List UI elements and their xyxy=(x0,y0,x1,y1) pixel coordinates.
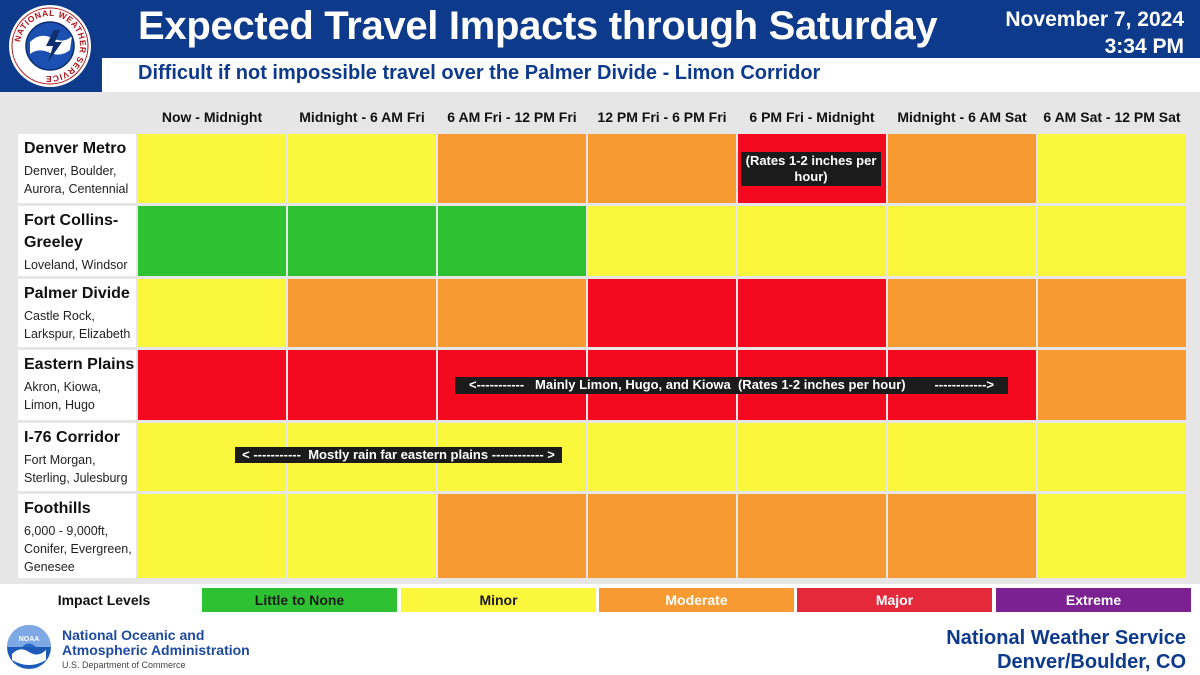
row-label-eastern-plains: Eastern Plains Akron, Kiowa, Limon, Hugo xyxy=(18,350,136,420)
impact-cell xyxy=(288,134,436,203)
impact-cell xyxy=(588,279,736,347)
impact-cell xyxy=(138,206,286,276)
page-subtitle: Difficult if not impossible travel over … xyxy=(138,62,821,84)
column-header-2: Midnight - 6 AM Fri xyxy=(299,109,425,125)
impact-cell xyxy=(588,423,736,491)
column-header-5: 6 PM Fri - Midnight xyxy=(749,109,875,125)
row-subtitle: Fort Morgan, Sterling, Julesburg xyxy=(24,453,128,485)
impact-cell xyxy=(138,494,286,578)
column-header-4: 12 PM Fri - 6 PM Fri xyxy=(597,109,727,125)
impact-cell xyxy=(1038,134,1186,203)
noaa-department: U.S. Department of Commerce xyxy=(62,660,186,670)
impact-cell xyxy=(1038,279,1186,347)
row-subtitle: Denver, Boulder, Aurora, Centennial xyxy=(24,164,129,196)
row-label-foothills: Foothills 6,000 - 9,000ft, Conifer, Ever… xyxy=(18,494,136,578)
row-title: Denver Metro xyxy=(24,140,127,157)
impact-cell xyxy=(138,134,286,203)
impact-cell xyxy=(888,494,1036,578)
nws-office-line2: Denver/Boulder, CO xyxy=(997,651,1186,673)
noaa-name-line1: National Oceanic and xyxy=(62,627,205,643)
impact-cell xyxy=(738,494,886,578)
footer: NOAA National Oceanic and Atmospheric Ad… xyxy=(0,622,1200,675)
impact-cell xyxy=(888,134,1036,203)
impact-cell xyxy=(1038,423,1186,491)
nws-office-line1: National Weather Service xyxy=(946,627,1186,649)
row-title: Foothills xyxy=(24,500,91,517)
impact-cell xyxy=(288,279,436,347)
column-header-1: Now - Midnight xyxy=(161,109,263,125)
row-title: I-76 Corridor xyxy=(24,429,121,446)
impact-cell xyxy=(588,134,736,203)
impact-cell xyxy=(1038,350,1186,420)
legend-title: Impact Levels xyxy=(8,588,200,612)
row-label-denver-metro: Denver Metro Denver, Boulder, Aurora, Ce… xyxy=(18,134,136,203)
subtitle-bar: Difficult if not impossible travel over … xyxy=(102,58,1200,92)
noaa-logo-text: NOAA xyxy=(19,636,40,643)
note-eastern-plains: <----------- Mainly Limon, Hugo, and Kio… xyxy=(455,377,1008,394)
impact-cell xyxy=(738,279,886,347)
impact-cell xyxy=(738,423,886,491)
impact-cell xyxy=(438,206,586,276)
note-i76-rain: < ----------- Mostly rain far eastern pl… xyxy=(235,447,562,463)
impact-cell xyxy=(288,350,436,420)
header-banner: NATIONAL WEATHER SERVICE Expected Travel… xyxy=(0,0,1200,92)
impact-cell xyxy=(138,279,286,347)
issue-time: 3:34 PM xyxy=(1104,35,1184,58)
row-subtitle: Akron, Kiowa, Limon, Hugo xyxy=(24,380,102,412)
impact-cell xyxy=(888,206,1036,276)
nws-office: National Weather Service Denver/Boulder,… xyxy=(946,626,1186,674)
column-header-6: Midnight - 6 AM Sat xyxy=(897,109,1027,125)
issue-datetime: November 7, 2024 3:34 PM xyxy=(1005,6,1184,60)
row-subtitle: Castle Rock, Larkspur, Elizabeth xyxy=(24,309,131,341)
nws-logo: NATIONAL WEATHER SERVICE xyxy=(8,4,92,88)
impact-cell xyxy=(438,279,586,347)
legend-moderate: Moderate xyxy=(599,588,794,612)
row-subtitle: 6,000 - 9,000ft, Conifer, Evergreen, Gen… xyxy=(24,524,132,574)
note-denver-rates: (Rates 1-2 inches per hour) xyxy=(741,152,881,186)
column-header-7: 6 AM Sat - 12 PM Sat xyxy=(1043,109,1181,125)
impact-cell xyxy=(438,494,586,578)
impact-cell xyxy=(588,494,736,578)
impact-cell xyxy=(1038,206,1186,276)
impact-cell xyxy=(1038,494,1186,578)
legend-little-to-none: Little to None xyxy=(202,588,397,612)
impact-cell xyxy=(888,279,1036,347)
page-title: Expected Travel Impacts through Saturday xyxy=(138,4,938,48)
noaa-logo: NOAA xyxy=(6,624,52,670)
impact-cell xyxy=(288,494,436,578)
issue-date: November 7, 2024 xyxy=(1005,8,1184,31)
row-label-palmer-divide: Palmer Divide Castle Rock, Larkspur, Eli… xyxy=(18,279,136,347)
row-title: Eastern Plains xyxy=(24,356,135,373)
impact-cell xyxy=(588,206,736,276)
row-label-fort-collins-greeley: Fort Collins-Greeley Loveland, Windsor xyxy=(18,206,136,276)
noaa-name-line2: Atmospheric Administration xyxy=(62,642,250,658)
impact-cell xyxy=(888,423,1036,491)
row-subtitle: Loveland, Windsor xyxy=(24,258,128,272)
impact-cell xyxy=(738,206,886,276)
impact-cell xyxy=(138,350,286,420)
impact-cell xyxy=(288,206,436,276)
column-header-3: 6 AM Fri - 12 PM Fri xyxy=(447,109,577,125)
legend-minor: Minor xyxy=(401,588,596,612)
row-label-i76-corridor: I-76 Corridor Fort Morgan, Sterling, Jul… xyxy=(18,423,136,491)
row-title: Palmer Divide xyxy=(24,285,130,302)
noaa-name: National Oceanic and Atmospheric Adminis… xyxy=(62,628,250,658)
row-title: Fort Collins-Greeley xyxy=(24,212,119,251)
legend-major: Major xyxy=(797,588,992,612)
impact-cell xyxy=(438,134,586,203)
legend-extreme: Extreme xyxy=(996,588,1191,612)
